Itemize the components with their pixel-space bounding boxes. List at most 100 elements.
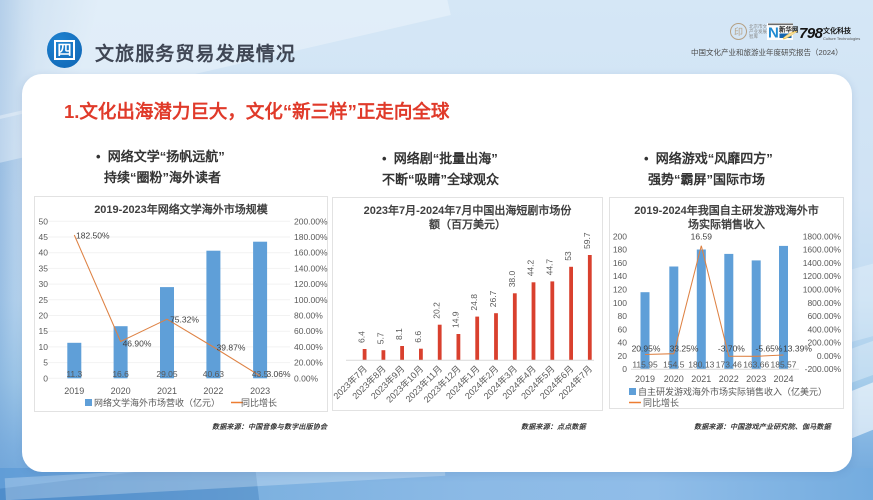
svg-text:0: 0 [43, 373, 48, 383]
svg-text:160.00%: 160.00% [294, 248, 328, 258]
svg-text:0.00%: 0.00% [817, 351, 842, 361]
svg-text:140.00%: 140.00% [294, 263, 328, 273]
svg-text:1400.00%: 1400.00% [803, 258, 842, 268]
svg-text:43.5: 43.5 [252, 369, 269, 379]
svg-text:13.39%: 13.39% [783, 344, 812, 354]
svg-text:35: 35 [39, 263, 49, 273]
svg-text:同比增长: 同比增长 [643, 397, 679, 408]
svg-text:6.6: 6.6 [413, 331, 423, 343]
svg-text:-200.00%: -200.00% [805, 364, 842, 374]
svg-text:163.66: 163.66 [743, 359, 769, 369]
svg-text:3.06%: 3.06% [266, 369, 291, 379]
svg-text:20: 20 [39, 311, 49, 321]
svg-text:同比增长: 同比增长 [241, 397, 277, 408]
svg-text:网络文学海外市场营收（亿元）: 网络文学海外市场营收（亿元） [94, 397, 220, 408]
svg-text:46.90%: 46.90% [123, 339, 152, 349]
svg-text:50: 50 [39, 216, 49, 226]
svg-text:场实际销售收入: 场实际销售收入 [688, 217, 765, 231]
svg-text:40.63: 40.63 [203, 369, 225, 379]
svg-text:26.7: 26.7 [488, 290, 498, 307]
svg-text:40.00%: 40.00% [294, 342, 323, 352]
svg-text:80: 80 [618, 311, 628, 321]
svg-text:2023: 2023 [746, 374, 766, 384]
svg-text:8.1: 8.1 [394, 328, 404, 340]
svg-text:200.00%: 200.00% [807, 338, 841, 348]
svg-text:2024: 2024 [773, 374, 793, 384]
svg-text:53: 53 [563, 251, 573, 261]
svg-text:10: 10 [39, 342, 49, 352]
svg-text:100.00%: 100.00% [294, 295, 328, 305]
svg-text:400.00%: 400.00% [807, 324, 841, 334]
svg-text:180: 180 [613, 245, 627, 255]
svg-text:100: 100 [613, 298, 627, 308]
svg-text:180.00%: 180.00% [294, 232, 328, 242]
svg-text:6.4: 6.4 [357, 331, 367, 343]
svg-text:额（百万美元）: 额（百万美元） [429, 217, 506, 231]
svg-text:2019-2023年网络文学海外市场规模: 2019-2023年网络文学海外市场规模 [94, 202, 269, 216]
svg-text:600.00%: 600.00% [807, 311, 841, 321]
svg-text:16.6: 16.6 [112, 369, 129, 379]
svg-text:自主研发游戏海外市场实际销售收入（亿美元）: 自主研发游戏海外市场实际销售收入（亿美元） [638, 386, 827, 397]
svg-text:75.32%: 75.32% [170, 315, 199, 325]
svg-text:2022: 2022 [203, 386, 223, 396]
svg-text:1600.00%: 1600.00% [803, 245, 842, 255]
svg-text:2021: 2021 [691, 374, 711, 384]
svg-text:N: N [768, 25, 779, 42]
svg-text:200.00%: 200.00% [294, 216, 328, 226]
svg-text:5: 5 [43, 358, 48, 368]
svg-text:33.25%: 33.25% [670, 344, 699, 354]
svg-text:新华网: 新华网 [779, 25, 798, 34]
svg-text:20.00%: 20.00% [294, 358, 323, 368]
svg-text:140: 140 [613, 271, 627, 281]
svg-text:5.7: 5.7 [375, 332, 385, 344]
svg-text:40: 40 [618, 338, 628, 348]
svg-text:39.87%: 39.87% [217, 343, 246, 353]
svg-text:200: 200 [613, 231, 627, 241]
svg-text:1800.00%: 1800.00% [803, 231, 842, 241]
svg-text:800.00%: 800.00% [807, 298, 841, 308]
svg-text:14.9: 14.9 [450, 311, 460, 328]
svg-text:0.00%: 0.00% [294, 373, 319, 383]
svg-text:120.00%: 120.00% [294, 279, 328, 289]
svg-text:45: 45 [39, 232, 49, 242]
svg-text:2021: 2021 [157, 386, 177, 396]
svg-text:185.57: 185.57 [771, 359, 797, 369]
svg-text:0: 0 [622, 364, 627, 374]
svg-text:160: 160 [613, 258, 627, 268]
svg-text:15: 15 [39, 326, 49, 336]
svg-text:44.7: 44.7 [544, 259, 554, 276]
svg-text:115.95: 115.95 [632, 359, 658, 369]
svg-text:20: 20 [618, 351, 628, 361]
svg-text:2022: 2022 [719, 374, 739, 384]
svg-text:2019: 2019 [635, 374, 655, 384]
svg-text:2019: 2019 [64, 386, 84, 396]
svg-text:80.00%: 80.00% [294, 311, 323, 321]
svg-text:30: 30 [39, 279, 49, 289]
svg-text:1000.00%: 1000.00% [803, 284, 842, 294]
svg-text:40: 40 [39, 248, 49, 258]
svg-text:20.95%: 20.95% [632, 344, 661, 354]
svg-text:2020: 2020 [664, 374, 684, 384]
svg-text:173.46: 173.46 [716, 359, 742, 369]
svg-text:60.00%: 60.00% [294, 326, 323, 336]
svg-text:29.05: 29.05 [156, 369, 178, 379]
svg-text:38.0: 38.0 [507, 270, 517, 287]
svg-text:24.8: 24.8 [469, 294, 479, 311]
svg-text:25: 25 [39, 295, 49, 305]
svg-text:120: 120 [613, 284, 627, 294]
svg-text:2019-2024年我国自主研发游戏海外市: 2019-2024年我国自主研发游戏海外市 [634, 203, 819, 217]
svg-text:-5.65%: -5.65% [756, 344, 783, 354]
svg-text:154.5: 154.5 [663, 359, 685, 369]
svg-text:2020: 2020 [111, 386, 131, 396]
svg-text:2023: 2023 [250, 386, 270, 396]
svg-text:60: 60 [618, 324, 628, 334]
svg-text:11.3: 11.3 [66, 369, 82, 379]
svg-text:180.13: 180.13 [688, 359, 714, 369]
svg-text:59.7: 59.7 [582, 232, 592, 249]
svg-text:20.2: 20.2 [432, 302, 442, 319]
svg-text:1200.00%: 1200.00% [803, 271, 842, 281]
svg-text:2023年7月-2024年7月中国出海短剧市场份: 2023年7月-2024年7月中国出海短剧市场份 [364, 203, 573, 217]
svg-text:16.59: 16.59 [691, 232, 713, 242]
svg-text:182.50%: 182.50% [76, 231, 110, 241]
svg-text:44.2: 44.2 [526, 259, 536, 276]
